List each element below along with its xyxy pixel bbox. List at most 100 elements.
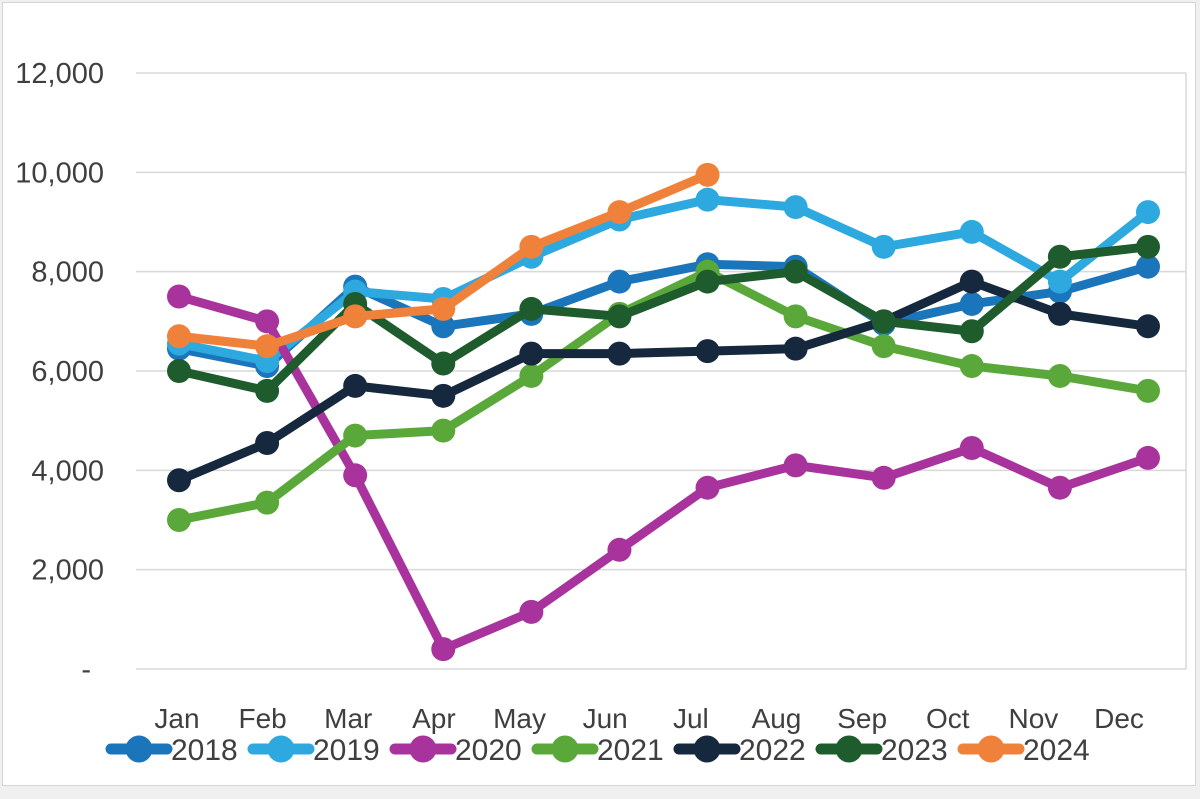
legend-item-2018: 2018 (105, 734, 238, 767)
data-point-2020-may (519, 599, 544, 624)
data-point-2018-jun (607, 269, 632, 294)
x-tick-label-jun: Jun (583, 703, 628, 734)
data-point-2024-feb (255, 334, 280, 359)
data-point-2022-jul (695, 339, 720, 364)
data-point-2020-jul (695, 475, 720, 500)
data-point-2021-feb (255, 490, 280, 515)
data-point-2022-dec (1135, 314, 1160, 339)
y-tick-label-10000: 10,000 (15, 157, 104, 189)
data-point-2020-sep (871, 465, 896, 490)
y-tick-label-12000: 12,000 (15, 58, 104, 90)
data-point-2021-mar (343, 423, 368, 448)
data-point-2021-nov (1047, 363, 1072, 388)
data-point-2022-nov (1047, 301, 1072, 326)
data-point-2023-dec (1135, 234, 1160, 259)
x-tick-label-feb: Feb (239, 703, 287, 734)
y-tick-label-4000: 4,000 (31, 455, 104, 487)
data-point-2024-may (519, 234, 544, 259)
x-tick-label-sep: Sep (837, 703, 887, 734)
data-point-2020-nov (1047, 475, 1072, 500)
data-point-2020-jan (167, 284, 191, 309)
data-point-2019-sep (871, 234, 896, 259)
data-point-2022-aug (783, 336, 808, 361)
legend-marker-dot-2019 (267, 735, 295, 763)
legend-marker-dot-2021 (551, 735, 579, 763)
data-point-2018-oct (959, 291, 984, 316)
legend-label-2023: 2023 (881, 734, 948, 767)
legend-label-2021: 2021 (597, 734, 664, 767)
legend-label-2022: 2022 (739, 734, 806, 767)
data-point-2023-oct (959, 319, 984, 344)
legend-marker-dot-2020 (409, 735, 437, 763)
data-point-2024-mar (343, 304, 368, 329)
data-point-2023-jan (167, 359, 191, 383)
data-point-2020-aug (783, 453, 808, 478)
legend-item-2021: 2021 (531, 734, 664, 767)
data-point-2024-jul (695, 162, 720, 187)
x-tick-label-jul: Jul (673, 703, 709, 734)
data-point-2023-may (519, 296, 544, 321)
x-tick-label-may: May (493, 703, 546, 734)
data-point-2021-oct (959, 354, 984, 379)
x-tick-label-dec: Dec (1094, 703, 1144, 734)
data-point-2021-aug (783, 304, 808, 329)
data-point-2021-sep (871, 334, 896, 359)
data-point-2022-mar (343, 373, 368, 398)
series-line-2022 (174, 277, 1153, 485)
x-tick-label-nov: Nov (1009, 703, 1059, 734)
line-chart: - 2,000 4,000 6,000 8,000 10,000 12,000 Jan Feb M… (15, 58, 1187, 767)
legend-label-2020: 2020 (455, 734, 522, 767)
series-line-2019 (174, 195, 1153, 366)
series-line-2021 (174, 267, 1153, 525)
x-tick-label-mar: Mar (324, 703, 372, 734)
x-tick-label-jan: Jan (154, 703, 199, 734)
data-point-2021-jan (167, 508, 191, 532)
legend-label-2019: 2019 (313, 734, 380, 767)
legend-item-2024: 2024 (957, 734, 1090, 767)
data-point-2022-feb (255, 431, 280, 456)
chart-card: - 2,000 4,000 6,000 8,000 10,000 12,000 Jan Feb M… (2, 2, 1196, 786)
y-tick-label-0: - (81, 654, 91, 686)
data-point-2022-may (519, 341, 544, 366)
y-tick-label-8000: 8,000 (31, 257, 104, 289)
x-tick-label-aug: Aug (752, 703, 802, 734)
data-point-2020-feb (255, 309, 280, 334)
data-point-2024-jan (167, 324, 191, 349)
data-point-2021-apr (431, 418, 456, 443)
data-point-2019-nov (1047, 269, 1072, 294)
legend-label-2024: 2024 (1023, 734, 1090, 767)
data-point-2018-apr (431, 314, 456, 339)
data-point-2024-apr (431, 296, 456, 321)
data-point-2021-dec (1135, 378, 1160, 403)
y-tick-label-2000: 2,000 (31, 555, 104, 587)
legend-item-2019: 2019 (247, 734, 380, 767)
data-point-2024-jun (607, 200, 632, 225)
y-tick-label-6000: 6,000 (31, 356, 104, 388)
legend-label-2018: 2018 (171, 734, 238, 767)
data-point-2023-nov (1047, 244, 1072, 269)
legend-item-2023: 2023 (815, 734, 948, 767)
data-point-2022-oct (959, 269, 984, 294)
data-point-2023-sep (871, 309, 896, 334)
data-point-2022-apr (431, 383, 456, 408)
data-point-2020-apr (431, 637, 456, 662)
x-tick-label-oct: Oct (926, 703, 970, 734)
x-tick-label-apr: Apr (412, 703, 456, 734)
legend-marker-dot-2018 (125, 735, 153, 763)
data-point-2019-oct (959, 219, 984, 244)
data-point-2019-aug (783, 195, 808, 220)
data-point-2020-jun (607, 537, 632, 562)
data-point-2018-dec (1135, 254, 1160, 279)
legend-marker-dot-2022 (693, 735, 721, 763)
legend-marker-dot-2024 (977, 735, 1005, 763)
data-point-2019-dec (1135, 200, 1160, 225)
legend-item-2020: 2020 (389, 734, 522, 767)
data-point-2023-apr (431, 351, 456, 376)
data-point-2023-aug (783, 259, 808, 284)
data-point-2023-jul (695, 269, 720, 294)
data-point-2023-jun (607, 304, 632, 329)
data-point-2019-jul (695, 187, 720, 212)
data-point-2023-feb (255, 378, 280, 403)
legend-marker-dot-2023 (835, 735, 863, 763)
data-point-2022-jan (167, 468, 191, 493)
